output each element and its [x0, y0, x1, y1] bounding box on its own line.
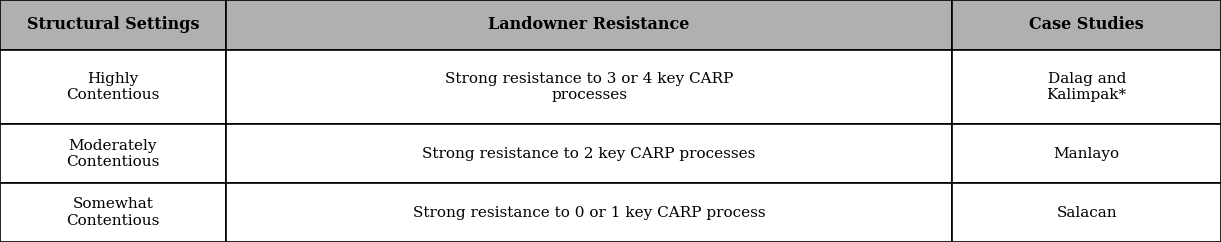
Bar: [226, 50, 952, 124]
Bar: [226, 0, 952, 50]
Bar: [952, 183, 1221, 242]
Text: Landowner Resistance: Landowner Resistance: [488, 16, 690, 33]
Text: Moderately
Contentious: Moderately Contentious: [66, 138, 160, 169]
Text: Manlayo: Manlayo: [1054, 147, 1120, 161]
Bar: [0, 50, 226, 124]
Bar: [0, 0, 226, 50]
Text: Structural Settings: Structural Settings: [27, 16, 199, 33]
Bar: [226, 124, 952, 183]
Text: Salacan: Salacan: [1056, 205, 1117, 219]
Text: Highly
Contentious: Highly Contentious: [66, 72, 160, 102]
Bar: [226, 183, 952, 242]
Bar: [952, 50, 1221, 124]
Text: Strong resistance to 3 or 4 key CARP
processes: Strong resistance to 3 or 4 key CARP pro…: [444, 72, 734, 102]
Text: Strong resistance to 0 or 1 key CARP process: Strong resistance to 0 or 1 key CARP pro…: [413, 205, 766, 219]
Text: Case Studies: Case Studies: [1029, 16, 1144, 33]
Bar: [952, 124, 1221, 183]
Text: Somewhat
Contentious: Somewhat Contentious: [66, 197, 160, 228]
Bar: [0, 183, 226, 242]
Text: Dalag and
Kalimpak*: Dalag and Kalimpak*: [1046, 72, 1127, 102]
Bar: [952, 0, 1221, 50]
Bar: [0, 124, 226, 183]
Text: Strong resistance to 2 key CARP processes: Strong resistance to 2 key CARP processe…: [422, 147, 756, 161]
